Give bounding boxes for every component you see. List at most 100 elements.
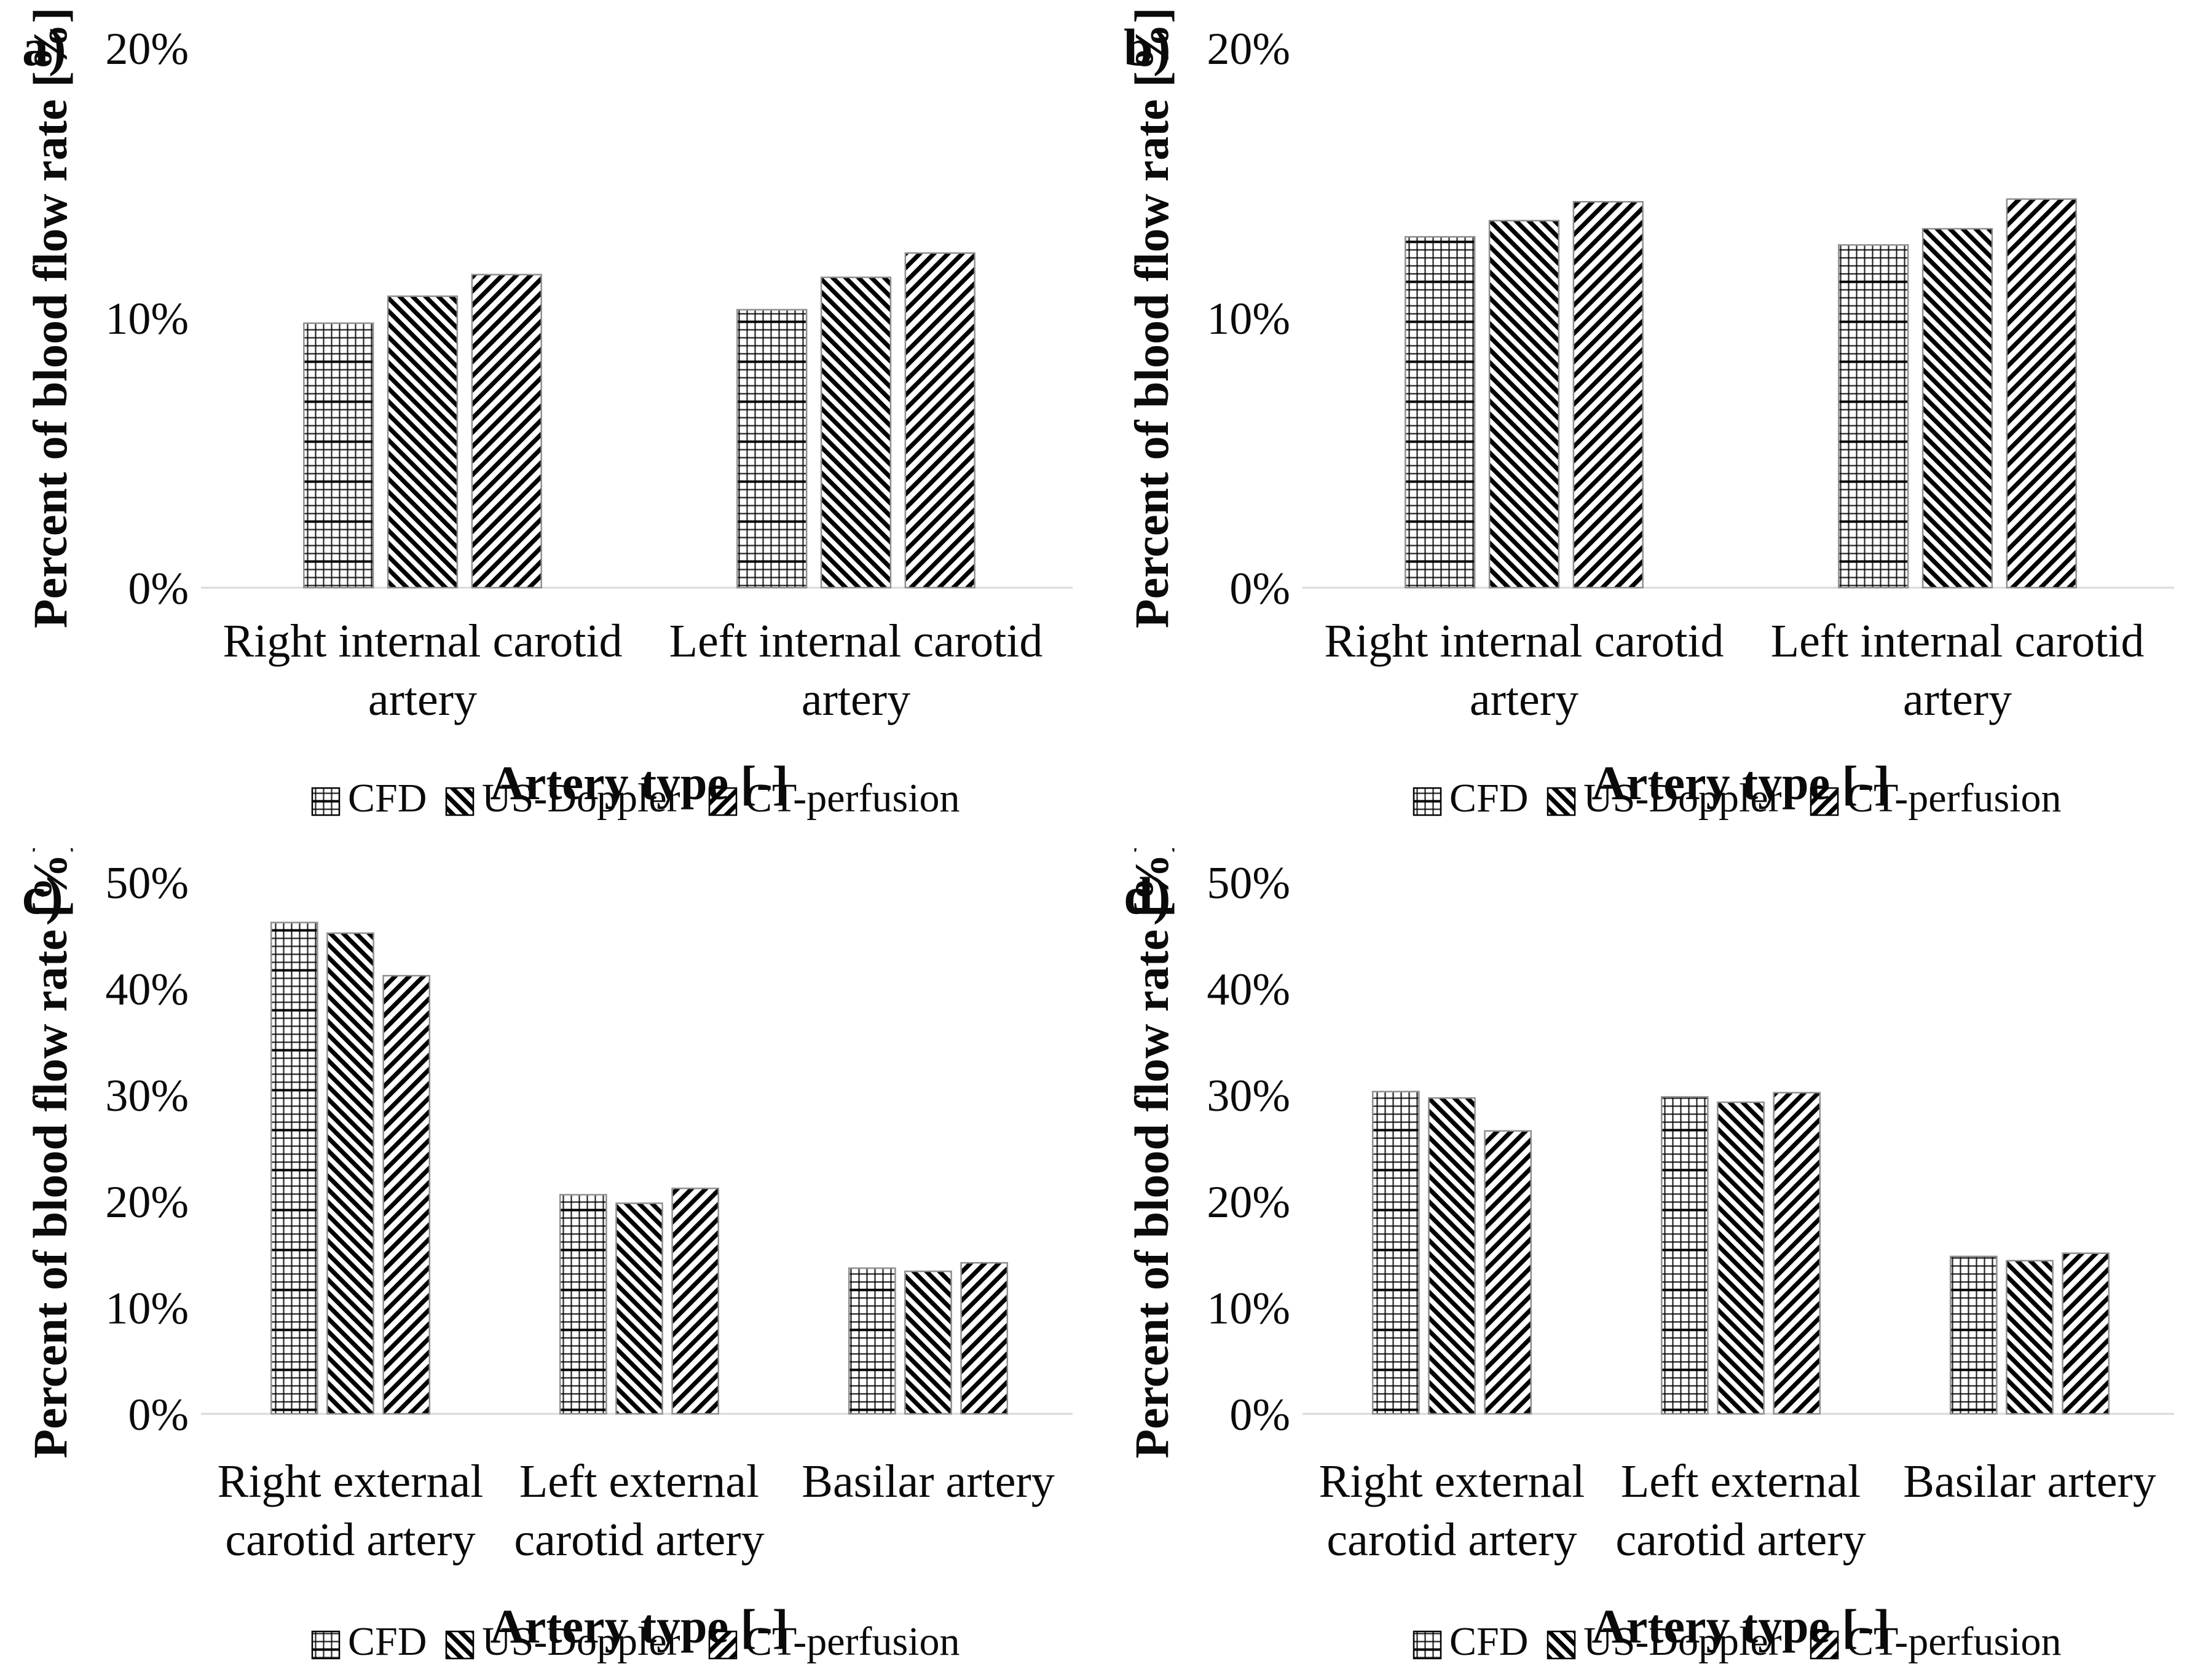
legend-label: CT-perfusion [1846,776,2062,821]
legend-label: CT-perfusion [1846,1619,2062,1664]
y-axis-title: Percent of blood flow rate [%] [23,7,77,628]
legend-label: CT-perfusion [745,1619,960,1664]
x-category-label: Basilar artery [802,1456,1054,1507]
y-axis-title: Percent of blood flow rate [%] [1125,848,1178,1459]
x-category-label: carotid artery [514,1514,764,1566]
legend-item-CT-perfusion: CT-perfusion [708,776,960,821]
bar-US-Doppler-1 [326,932,374,1415]
x-category-label: carotid artery [1326,1514,1577,1566]
x-category-label: Left external [519,1456,759,1507]
bar-CFD-2 [736,309,808,589]
bar-CT-perfusion-1 [382,974,431,1415]
x-category-label: artery [1470,674,1578,725]
legend-item-CFD: CFD [311,1619,427,1664]
y-tick-label: 40% [1207,964,1290,1015]
bar-US-Doppler-3 [2006,1260,2054,1415]
y-tick-label: 0% [128,1390,189,1440]
panel-b-chart: b)Percent of blood flow rate [%] 0% 10% 20%… [1124,7,2174,821]
panel-a: a) Percent of blood flow rate [%] 0% 10% 20%… [0,0,1102,848]
bar-CFD-3 [1949,1255,1998,1415]
y-tick-label: 20% [1207,24,1290,74]
y-tick-label: 50% [105,858,189,909]
x-category-label: artery [1903,674,2012,725]
bar-US-Doppler-1 [1488,219,1560,589]
bar-CT-perfusion-3 [2062,1252,2110,1415]
legend-label: US-Doppler [482,1619,680,1664]
bar-CT-perfusion-1 [1572,200,1644,589]
legend-item-CFD: CFD [1413,1619,1528,1664]
bar-US-Doppler-1 [387,295,459,589]
y-tick-label: 30% [1207,1071,1290,1121]
legend-label: CFD [348,776,427,821]
x-category-label: Left internal carotid [1771,615,2145,667]
y-tick-label: 20% [105,1177,189,1228]
panel-letter-b: b) [1124,18,1170,77]
bar-CFD-1 [1371,1090,1420,1415]
y-tick-label: 10% [1207,1284,1290,1334]
y-axis-title: Percent of blood flow rate [%] [1125,7,1178,628]
bar-US-Doppler-2 [1921,227,1993,589]
y-tick-label: 50% [1207,858,1290,909]
legend-label: CFD [1449,776,1528,821]
bar-CT-perfusion-1 [1484,1130,1532,1415]
bar-CT-perfusion-3 [960,1262,1009,1415]
legend-item-US-Doppler: US-Doppler [1547,776,1782,821]
bar-CFD-1 [270,921,318,1415]
x-category-label: Basilar artery [1903,1456,2156,1507]
bar-CT-perfusion-1 [471,274,542,589]
x-axis-title: Artery type [-] [490,756,788,810]
y-tick-label: 10% [1207,294,1290,344]
panel-letter-a: a) [22,18,66,77]
legend-label: US-Doppler [1583,1619,1782,1664]
x-category-label: carotid artery [225,1514,475,1566]
x-category-label: Left external [1621,1456,1861,1507]
panel-d: d) Percent of blood flow rate [%] 0% 10% 20%… [1102,848,2203,1680]
y-tick-label: 20% [1207,1177,1290,1228]
y-axis-title: Percent of blood flow rate [%] [23,848,77,1459]
y-tick-label: 20% [105,24,189,74]
backslash-pattern-swatch [445,787,475,816]
panel-c-chart: c)Percent of blood flow rate [%] 0% 10% 20%… [22,848,1073,1664]
legend-item-US-Doppler: US-Doppler [1547,1619,1782,1664]
legend-item-CT-perfusion: CT-perfusion [1810,1619,2062,1664]
slash-pattern-swatch [1810,1630,1839,1660]
grid-pattern-swatch [311,1630,341,1660]
bar-CT-perfusion-2 [671,1187,720,1415]
legend-item-CT-perfusion: CT-perfusion [708,1619,960,1664]
bar-US-Doppler-1 [1428,1097,1476,1415]
legend-item-CFD: CFD [1413,776,1528,821]
x-category-label: Right external [1319,1456,1585,1507]
panel-b: b) Percent of blood flow rate [%] 0% 10% 20%… [1102,0,2203,848]
bar-US-Doppler-3 [904,1270,952,1415]
grid-pattern-swatch [311,787,341,816]
panel-letter-c: c) [22,866,63,925]
grid-pattern-swatch [1413,1630,1442,1660]
x-category-label: artery [368,674,477,725]
legend-item-US-Doppler: US-Doppler [445,776,680,821]
legend-label: CFD [1449,1619,1528,1664]
backslash-pattern-swatch [1547,787,1576,816]
x-axis-title: Artery type [-] [1591,1599,1890,1653]
bar-CT-perfusion-2 [904,252,975,589]
bar-CFD-1 [1405,236,1476,589]
bar-CFD-3 [848,1267,896,1415]
legend-item-CFD: CFD [311,776,427,821]
panel-d-chart: d)Percent of blood flow rate [%] 0% 10% 20%… [1124,848,2174,1664]
y-tick-label: 10% [105,1284,189,1334]
bar-CFD-2 [1660,1096,1709,1415]
legend-label: US-Doppler [482,776,680,821]
x-category-label: Right external [218,1456,484,1507]
slash-pattern-swatch [708,1630,738,1660]
x-category-label: Right internal carotid [223,615,622,667]
bar-CT-perfusion-2 [2006,198,2077,589]
backslash-pattern-swatch [1547,1630,1576,1660]
slash-pattern-swatch [708,787,738,816]
y-tick-label: 30% [105,1071,189,1121]
y-tick-label: 0% [1229,1390,1290,1440]
x-axis-title: Artery type [-] [490,1599,788,1653]
legend-label: US-Doppler [1583,776,1782,821]
bar-CT-perfusion-2 [1773,1092,1821,1415]
grid-pattern-swatch [1413,787,1442,816]
bar-CFD-1 [303,322,374,589]
